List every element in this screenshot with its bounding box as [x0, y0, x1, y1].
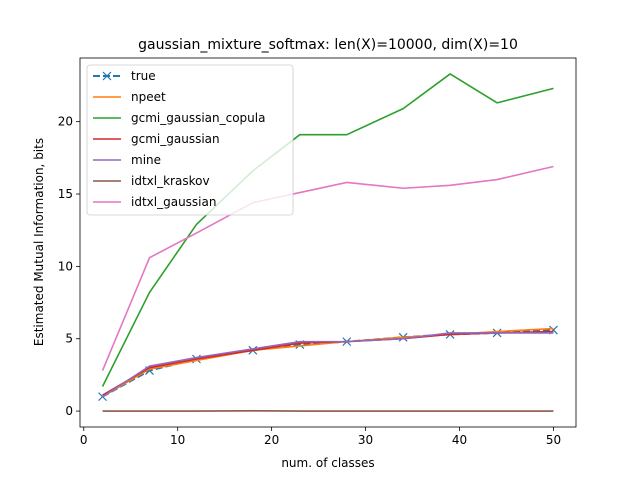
y-axis: 0 5 10 15 20 — [58, 115, 80, 418]
y-tick-label: 15 — [58, 187, 73, 201]
legend-item-idtxl_gaussian: idtxl_gaussian — [93, 195, 216, 209]
legend-item-gcmi_gaussian_copula: gcmi_gaussian_copula — [93, 111, 265, 125]
legend-label: npeet — [131, 90, 166, 104]
y-tick-label: 5 — [65, 332, 73, 346]
series-line-gcmi_gaussian_copula — [101, 73, 554, 387]
legend-item-true: true — [93, 69, 156, 83]
legend-label: mine — [131, 153, 161, 167]
legend-label: idtxl_gaussian — [131, 195, 216, 209]
chart-title: gaussian_mixture_softmax: len(X)=10000, … — [138, 37, 518, 53]
series-line-idtxl_gaussian — [101, 165, 554, 371]
y-tick-label: 10 — [58, 259, 73, 273]
legend-item-mine: mine — [93, 153, 161, 167]
legend-label: gcmi_gaussian_copula — [131, 111, 265, 125]
legend: true npeet gcmi_gaussian_copula gcmi_gaussi… — [86, 64, 294, 216]
legend-marker — [102, 71, 112, 81]
plot-frame — [79, 57, 577, 428]
x-tick-label: 10 — [170, 433, 185, 447]
x-tick-label: 30 — [358, 433, 373, 447]
legend-item-idtxl_kraskov: idtxl_kraskov — [93, 174, 210, 188]
legend-item-npeet: npeet — [93, 90, 166, 104]
legend-label: true — [131, 69, 156, 83]
y-axis-label: Estimated Mutual Information, bits — [32, 138, 46, 346]
y-tick-label: 20 — [58, 115, 73, 129]
x-tick-label: 50 — [546, 433, 561, 447]
legend-box — [86, 64, 294, 216]
series-line-mine — [102, 332, 554, 398]
x-tick-label: 40 — [452, 433, 467, 447]
x-tick-label: 0 — [80, 433, 88, 447]
x-axis-label: num. of classes — [281, 456, 374, 470]
legend-label: gcmi_gaussian — [131, 132, 220, 146]
legend-label: idtxl_kraskov — [131, 174, 210, 188]
x-axis: 0 10 20 30 40 50 — [80, 427, 561, 447]
series-layer — [98, 73, 558, 412]
legend-item-gcmi_gaussian: gcmi_gaussian — [93, 132, 220, 146]
y-tick-label: 0 — [65, 404, 73, 418]
x-tick-label: 20 — [264, 433, 279, 447]
